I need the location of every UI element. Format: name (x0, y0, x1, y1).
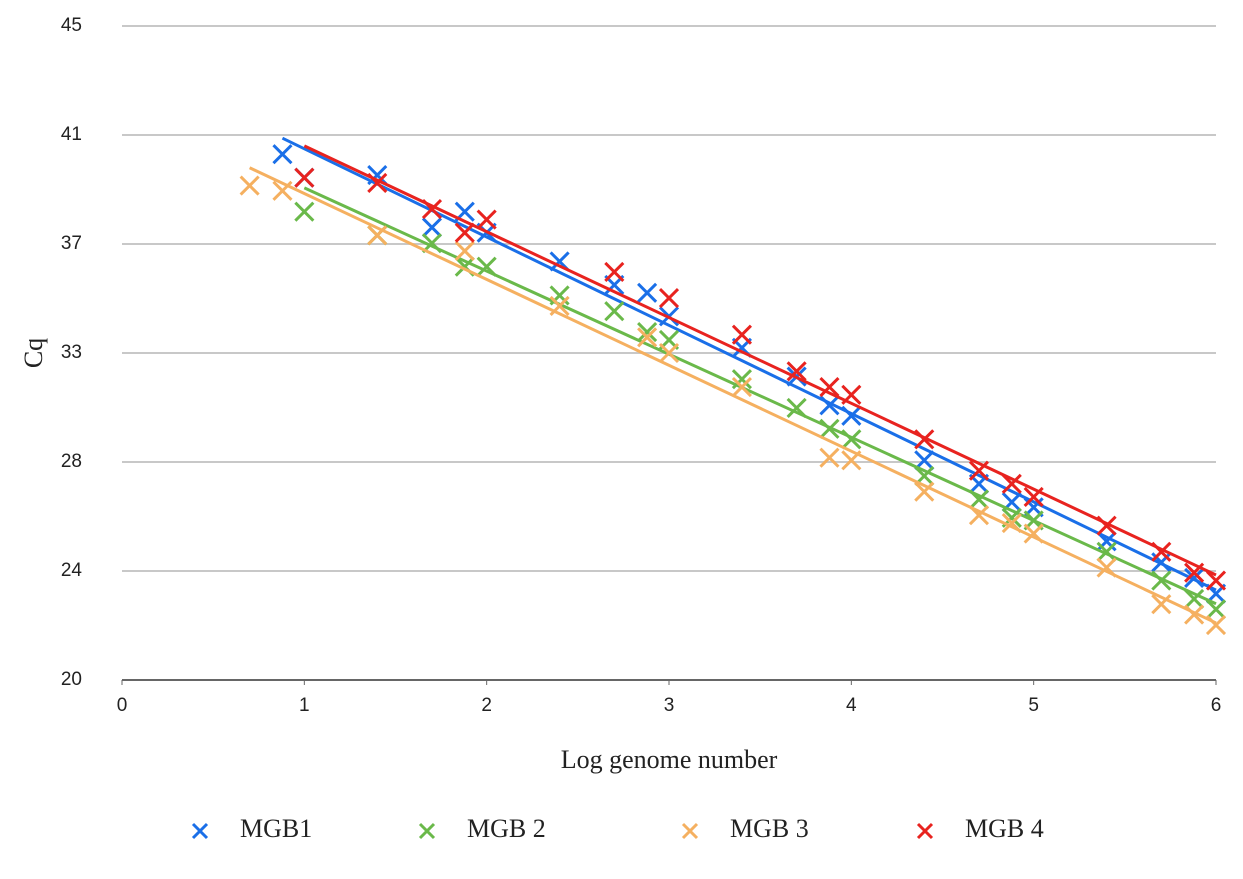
y-tick-label: 45 (61, 15, 82, 36)
marker (914, 429, 935, 450)
x-tick-label: 0 (117, 695, 128, 716)
marker (476, 256, 497, 277)
legend-label: MGB1 (240, 814, 312, 843)
marker (454, 222, 475, 243)
x-axis-title: Log genome number (561, 745, 778, 774)
marker (367, 172, 388, 194)
marker (637, 322, 658, 343)
marker (914, 481, 935, 502)
marker (1001, 512, 1022, 534)
marker (968, 460, 990, 481)
marker (914, 450, 935, 471)
marker (637, 282, 658, 303)
marker (1096, 515, 1117, 536)
marker (239, 175, 260, 196)
marker (476, 209, 497, 230)
marker (549, 285, 570, 306)
marker (1151, 541, 1172, 562)
marker (454, 240, 475, 262)
marker (421, 199, 443, 220)
marker (1151, 570, 1172, 591)
marker (294, 167, 315, 188)
marker (1184, 567, 1205, 589)
marker (1184, 604, 1205, 625)
marker (968, 505, 990, 526)
marker (604, 261, 625, 282)
legend-marker (418, 822, 436, 840)
marker (819, 376, 840, 398)
marker (731, 324, 752, 345)
marker (786, 397, 807, 418)
marker (549, 295, 570, 316)
marker (421, 217, 443, 238)
legend-marker (916, 822, 934, 840)
marker (272, 180, 293, 201)
marker (819, 418, 840, 439)
marker (841, 405, 862, 426)
y-tick-label: 28 (61, 451, 82, 472)
series (239, 166, 1227, 636)
legend-item: MGB 2 (418, 814, 546, 843)
x-tick-label: 5 (1028, 695, 1039, 716)
legend-marker (681, 822, 699, 840)
marker (841, 429, 862, 450)
marker (1184, 588, 1205, 609)
series (294, 144, 1227, 591)
legend-marker (191, 822, 209, 840)
legend-label: MGB 2 (467, 814, 546, 843)
legend-label: MGB 3 (730, 814, 809, 843)
marker (1184, 562, 1205, 583)
trend-line (281, 136, 1217, 592)
x-tick-label: 4 (846, 695, 857, 716)
marker (786, 361, 807, 382)
marker (819, 395, 840, 416)
marker (272, 144, 293, 165)
marker (1096, 557, 1117, 578)
legend-item: MGB 3 (681, 814, 809, 843)
marker (841, 450, 862, 471)
marker (1001, 473, 1022, 494)
marker (604, 301, 625, 322)
y-tick-label: 20 (61, 669, 82, 690)
marker (819, 447, 840, 468)
series (294, 186, 1227, 620)
marker (658, 288, 680, 309)
marker (968, 489, 990, 510)
marker (1023, 523, 1044, 544)
marker (294, 201, 315, 222)
legend-item: MGB 4 (916, 814, 1044, 843)
legend-label: MGB 4 (965, 814, 1044, 843)
marker (367, 165, 388, 186)
marker (1205, 615, 1227, 636)
marker (731, 376, 752, 398)
marker (731, 369, 752, 390)
trend-line (303, 144, 1217, 577)
marker (421, 233, 443, 254)
y-tick-label: 33 (61, 342, 82, 363)
x-tick-label: 2 (481, 695, 492, 716)
marker (841, 384, 862, 405)
x-tick-label: 6 (1211, 695, 1222, 716)
x-tick-label: 1 (299, 695, 310, 716)
marker (1205, 599, 1227, 620)
marker (637, 327, 658, 348)
marker (658, 342, 680, 364)
marker (1205, 570, 1227, 591)
x-tick-label: 3 (664, 695, 675, 716)
marker (367, 225, 388, 246)
y-tick-label: 41 (61, 124, 82, 145)
marker (1023, 486, 1044, 507)
y-axis-title: Cq (19, 338, 48, 368)
y-tick-label: 24 (61, 560, 83, 581)
marker (1151, 594, 1172, 615)
legend-item: MGB1 (191, 814, 312, 843)
marker (1096, 541, 1117, 562)
y-tick-label: 37 (61, 233, 82, 254)
